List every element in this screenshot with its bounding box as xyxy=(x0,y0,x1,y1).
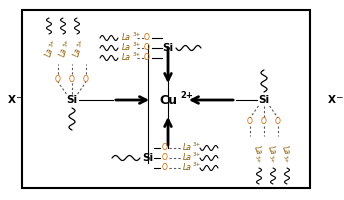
Text: 3+: 3+ xyxy=(76,38,84,48)
Text: Si: Si xyxy=(162,43,174,53)
Text: La: La xyxy=(252,144,264,156)
Text: O: O xyxy=(275,116,281,126)
Text: La: La xyxy=(122,44,131,52)
Text: −: − xyxy=(335,92,343,102)
Text: 2+: 2+ xyxy=(180,90,193,99)
Text: 3+: 3+ xyxy=(49,38,55,48)
Text: O: O xyxy=(69,74,75,84)
Text: O: O xyxy=(247,116,253,126)
Text: O: O xyxy=(144,44,150,52)
Text: X: X xyxy=(328,95,336,105)
Text: 3+: 3+ xyxy=(193,162,201,168)
Text: O: O xyxy=(261,116,267,126)
Text: Cu: Cu xyxy=(159,94,177,106)
Text: La: La xyxy=(183,164,192,172)
Text: 3+: 3+ xyxy=(133,43,141,47)
Text: O: O xyxy=(162,154,168,162)
Text: Si: Si xyxy=(258,95,270,105)
Text: O: O xyxy=(162,144,168,152)
Text: 3+: 3+ xyxy=(281,154,289,164)
Text: La: La xyxy=(44,47,55,57)
Text: Si: Si xyxy=(66,95,77,105)
Text: La: La xyxy=(122,53,131,62)
Text: O: O xyxy=(162,164,168,172)
Text: X: X xyxy=(8,95,16,105)
Text: La: La xyxy=(183,144,192,152)
Text: 3+: 3+ xyxy=(267,154,275,164)
Text: 3+: 3+ xyxy=(63,38,69,48)
Text: 3+: 3+ xyxy=(133,32,141,38)
Text: 3+: 3+ xyxy=(133,52,141,58)
Text: −: − xyxy=(15,92,22,102)
Text: Si: Si xyxy=(142,153,153,163)
Text: La: La xyxy=(122,33,131,43)
Text: La: La xyxy=(183,154,192,162)
Text: O: O xyxy=(83,74,89,84)
Text: 3+: 3+ xyxy=(193,152,201,158)
Text: O: O xyxy=(55,74,61,84)
Text: O: O xyxy=(144,33,150,43)
Text: 3+: 3+ xyxy=(253,154,261,164)
Text: 3+: 3+ xyxy=(193,142,201,148)
Text: O: O xyxy=(144,53,150,62)
Text: La: La xyxy=(73,47,84,57)
Text: La: La xyxy=(58,47,69,57)
Text: La: La xyxy=(266,144,278,156)
Text: La: La xyxy=(280,144,292,156)
Bar xyxy=(22,10,310,188)
